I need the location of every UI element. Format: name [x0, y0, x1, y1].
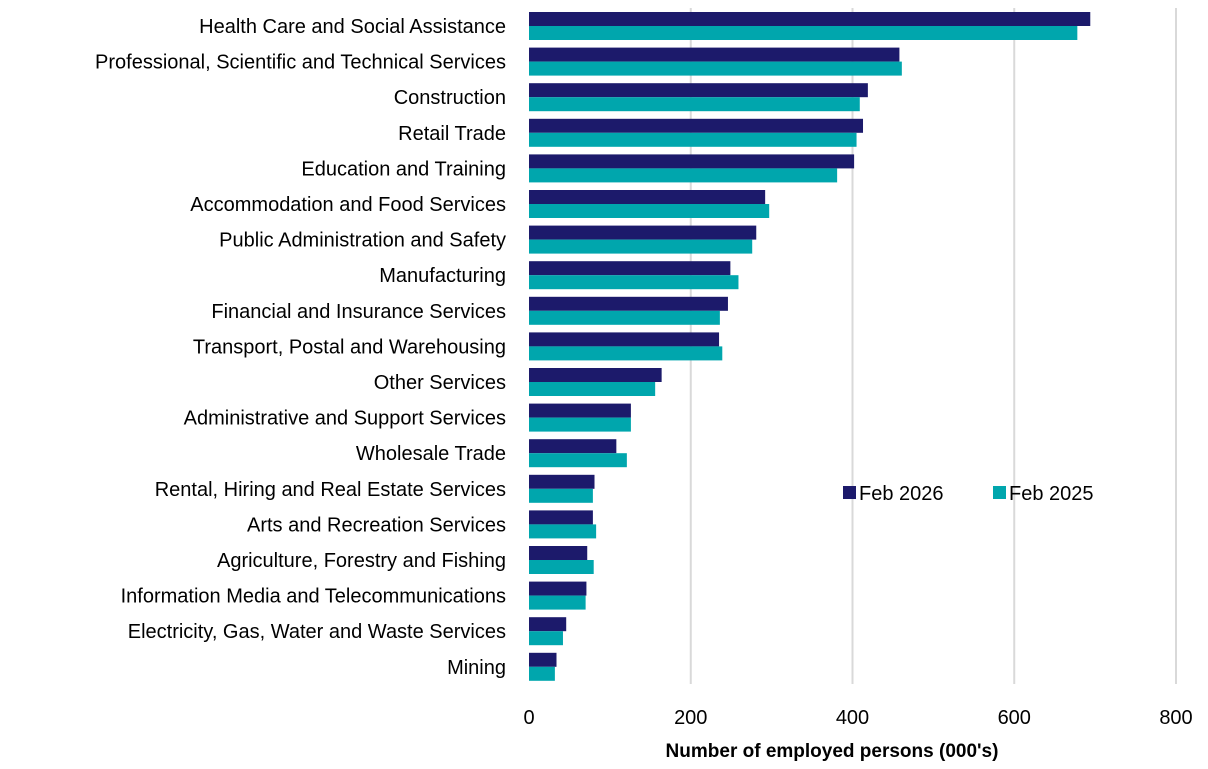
bar-feb-2026	[529, 510, 593, 525]
category-label: Mining	[447, 657, 506, 679]
bar-feb-2025	[529, 275, 739, 290]
bar-feb-2025	[529, 132, 857, 147]
category-label: Other Services	[374, 372, 506, 394]
bar-feb-2025	[529, 97, 860, 112]
bar-feb-2026	[529, 581, 587, 596]
bar-feb-2026	[529, 296, 728, 311]
category-label: Education and Training	[301, 158, 506, 180]
bar-feb-2026	[529, 12, 1091, 26]
bar-feb-2026	[529, 439, 617, 454]
bars	[529, 12, 1091, 681]
bar-feb-2026	[529, 154, 855, 169]
legend-label: Feb 2026	[859, 483, 944, 505]
bar-feb-2026	[529, 225, 757, 240]
category-label: Administrative and Support Services	[184, 408, 506, 430]
category-label: Arts and Recreation Services	[247, 514, 506, 536]
bar-feb-2025	[529, 26, 1078, 40]
category-label: Information Media and Telecommunications	[121, 586, 506, 608]
x-tick-label: 800	[1159, 707, 1192, 729]
bar-feb-2026	[529, 403, 631, 418]
bar-feb-2026	[529, 118, 864, 133]
bar-feb-2026	[529, 261, 731, 276]
bar-feb-2025	[529, 560, 594, 574]
bar-feb-2026	[529, 83, 868, 98]
x-tick-label: 0	[523, 707, 534, 729]
category-label: Financial and Insurance Services	[211, 301, 506, 323]
bar-feb-2026	[529, 47, 900, 62]
category-label: Manufacturing	[379, 265, 506, 287]
legend-label: Feb 2025	[1009, 483, 1094, 505]
bar-feb-2025	[529, 382, 656, 396]
category-label: Wholesale Trade	[356, 443, 506, 465]
bar-feb-2025	[529, 453, 627, 468]
bar-feb-2025	[529, 417, 631, 432]
bar-feb-2025	[529, 168, 838, 183]
category-label: Transport, Postal and Warehousing	[193, 336, 506, 358]
bar-feb-2025	[529, 346, 723, 361]
bar-feb-2026	[529, 190, 766, 204]
legend: Feb 2026 Feb 2025	[843, 483, 1094, 505]
category-label: Health Care and Social Assistance	[199, 16, 506, 38]
x-tick-label: 400	[836, 707, 869, 729]
bar-feb-2026	[529, 332, 720, 347]
bar-feb-2025	[529, 488, 593, 503]
bar-feb-2025	[529, 631, 563, 646]
category-label: Professional, Scientific and Technical S…	[95, 52, 506, 74]
bar-feb-2025	[529, 595, 586, 610]
category-label: Construction	[394, 87, 506, 109]
bar-feb-2025	[529, 524, 597, 539]
x-tick-label: 200	[674, 707, 707, 729]
category-label: Agriculture, Forestry and Fishing	[217, 550, 506, 572]
x-axis-title: Number of employed persons (000's)	[666, 741, 999, 762]
category-label: Accommodation and Food Services	[190, 194, 506, 216]
bar-feb-2025	[529, 61, 902, 76]
category-label: Electricity, Gas, Water and Waste Servic…	[128, 621, 506, 643]
bar-feb-2026	[529, 474, 595, 489]
bar-feb-2025	[529, 666, 555, 681]
bar-feb-2026	[529, 617, 567, 632]
legend-swatch	[843, 486, 856, 499]
category-labels: Health Care and Social Assistance Profess…	[95, 16, 506, 679]
bar-feb-2026	[529, 368, 662, 382]
bar-feb-2026	[529, 652, 557, 667]
bar-feb-2025	[529, 310, 720, 325]
category-label: Public Administration and Safety	[219, 230, 506, 252]
bar-feb-2025	[529, 239, 753, 254]
x-tick-label: 600	[998, 707, 1031, 729]
x-tick-labels: 0 200 400 600 800	[523, 707, 1192, 729]
legend-swatch	[993, 486, 1006, 499]
bar-feb-2025	[529, 204, 770, 218]
bar-feb-2026	[529, 546, 588, 560]
category-label: Retail Trade	[398, 123, 506, 145]
category-label: Rental, Hiring and Real Estate Services	[155, 479, 506, 501]
